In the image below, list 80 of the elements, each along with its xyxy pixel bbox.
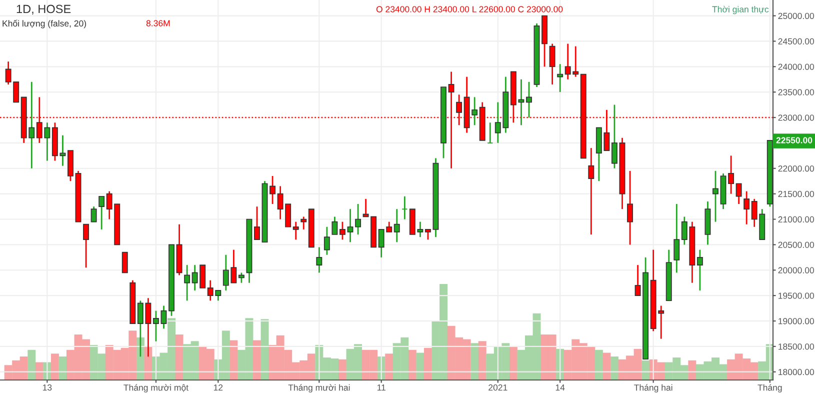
candlestick bbox=[122, 252, 128, 274]
bar bbox=[385, 354, 394, 380]
y-tick-label: 24000.00 bbox=[778, 64, 814, 70]
bar bbox=[602, 352, 611, 380]
candlestick bbox=[332, 216, 338, 236]
candlestick bbox=[270, 175, 276, 205]
x-tick-label: 12 bbox=[214, 384, 223, 391]
bar bbox=[58, 356, 67, 380]
y-tick-label: 20500.00 bbox=[778, 242, 814, 248]
candlestick bbox=[152, 310, 159, 342]
candlestick bbox=[728, 154, 734, 195]
y-tick-label: 21000.00 bbox=[778, 216, 814, 223]
candlestick bbox=[611, 104, 618, 170]
candlestick bbox=[160, 305, 167, 330]
bar bbox=[338, 359, 346, 380]
y-tick-label: 18500.00 bbox=[778, 343, 814, 350]
candlestick bbox=[355, 203, 362, 236]
candlestick bbox=[98, 196, 105, 230]
y-tick-label: 18000.00 bbox=[778, 368, 814, 376]
candlestick bbox=[696, 249, 703, 292]
x-tick-label: Tháng mười hai bbox=[288, 384, 350, 392]
candlestick bbox=[402, 196, 408, 220]
bar bbox=[478, 341, 486, 380]
y-tick-label: 23500.00 bbox=[778, 89, 814, 96]
x-tick-label: 13 bbox=[42, 384, 52, 391]
candlestick bbox=[674, 203, 680, 274]
bar bbox=[175, 334, 184, 380]
x-tick-label: 2021 bbox=[488, 384, 508, 391]
candlestick bbox=[254, 206, 260, 240]
candlestick bbox=[487, 122, 494, 144]
y-tick-label: 19000.00 bbox=[778, 318, 814, 324]
bar bbox=[424, 348, 432, 380]
candlestick bbox=[744, 190, 750, 226]
y-tick-label: 22000.00 bbox=[778, 165, 814, 172]
y-tick-label: 25000.00 bbox=[778, 12, 814, 20]
y-tick-label: 20000.00 bbox=[778, 267, 814, 274]
candlestick bbox=[736, 182, 742, 205]
chart-title: 1D, HOSE bbox=[16, 4, 71, 15]
bar bbox=[470, 343, 479, 380]
candlestick bbox=[347, 208, 354, 243]
candlestick bbox=[339, 221, 346, 240]
candlestick bbox=[184, 264, 190, 302]
candlestick bbox=[448, 71, 454, 170]
candlestick bbox=[90, 206, 97, 222]
bar bbox=[260, 319, 269, 380]
candlestick bbox=[394, 208, 400, 243]
candlestick bbox=[557, 63, 564, 93]
candlestick bbox=[300, 216, 307, 230]
candlestick bbox=[588, 147, 594, 236]
y-tick-label: 24500.00 bbox=[778, 38, 814, 44]
candlestick bbox=[238, 272, 244, 284]
x-tick-label: 14 bbox=[556, 384, 565, 391]
candlestick bbox=[526, 81, 532, 118]
bar bbox=[28, 350, 36, 380]
annotation: 8.36M bbox=[146, 20, 170, 26]
bar bbox=[642, 360, 650, 380]
y-tick-label: 19500.00 bbox=[778, 292, 814, 299]
candlestick bbox=[292, 221, 299, 240]
x-tick-label: Tháng mười một bbox=[124, 384, 188, 392]
x-tick-label: Tháng hai bbox=[634, 384, 672, 392]
candlestick bbox=[712, 170, 718, 222]
bar bbox=[144, 346, 152, 380]
text: 22550.00 bbox=[776, 137, 812, 144]
candlestick bbox=[316, 246, 322, 274]
x-tick-label: Tháng bbox=[758, 384, 782, 392]
candlestick bbox=[324, 226, 330, 256]
bar bbox=[50, 354, 59, 380]
annotation: Thời gian thực bbox=[712, 6, 769, 14]
bar bbox=[416, 352, 424, 380]
x-tick-label: 11 bbox=[377, 384, 386, 391]
annotation: Khối lượng (false, 20) bbox=[2, 20, 86, 28]
y-tick-label: 23000.00 bbox=[778, 114, 814, 121]
y-tick-label: 21500.00 bbox=[778, 190, 814, 198]
bar bbox=[253, 340, 261, 380]
annotation: O 23400.00 H 23400.00 L 22600.00 C 23000.00 bbox=[376, 6, 563, 12]
bar bbox=[230, 340, 238, 380]
bar bbox=[688, 360, 696, 380]
candlestick bbox=[627, 170, 633, 246]
candlestick bbox=[83, 224, 90, 268]
candlestick bbox=[549, 43, 556, 86]
